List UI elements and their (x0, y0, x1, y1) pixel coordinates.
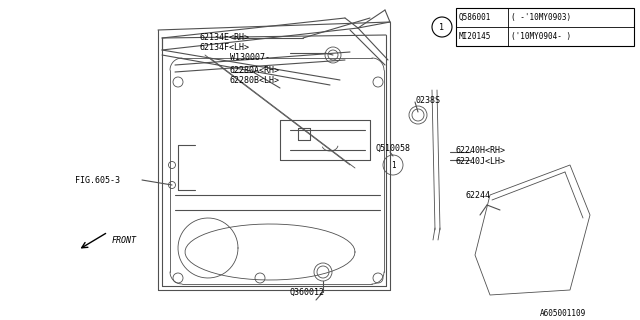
Text: 62280A<RH>: 62280A<RH> (230, 66, 280, 75)
Text: W130007-: W130007- (230, 52, 270, 61)
Text: 1: 1 (440, 22, 445, 31)
Text: ('10MY0904- ): ('10MY0904- ) (511, 32, 571, 41)
Text: 62240H<RH>: 62240H<RH> (455, 146, 505, 155)
Text: FIG.605-3: FIG.605-3 (75, 175, 120, 185)
Text: Q510058: Q510058 (375, 143, 410, 153)
Text: 62134E<RH>: 62134E<RH> (200, 33, 250, 42)
Text: FRONT: FRONT (112, 236, 137, 244)
Text: 62244: 62244 (465, 190, 490, 199)
Text: 62240J<LH>: 62240J<LH> (455, 156, 505, 165)
Text: Q360012: Q360012 (290, 287, 325, 297)
Text: 0238S: 0238S (415, 95, 440, 105)
Text: ( -'10MY0903): ( -'10MY0903) (511, 13, 571, 22)
Bar (456, 8, 634, 46)
Text: A605001109: A605001109 (540, 308, 586, 317)
Text: 62280B<LH>: 62280B<LH> (230, 76, 280, 84)
Text: 62134F<LH>: 62134F<LH> (200, 43, 250, 52)
Text: 1: 1 (390, 161, 396, 170)
Text: Q586001: Q586001 (459, 13, 492, 22)
Text: MI20145: MI20145 (459, 32, 492, 41)
